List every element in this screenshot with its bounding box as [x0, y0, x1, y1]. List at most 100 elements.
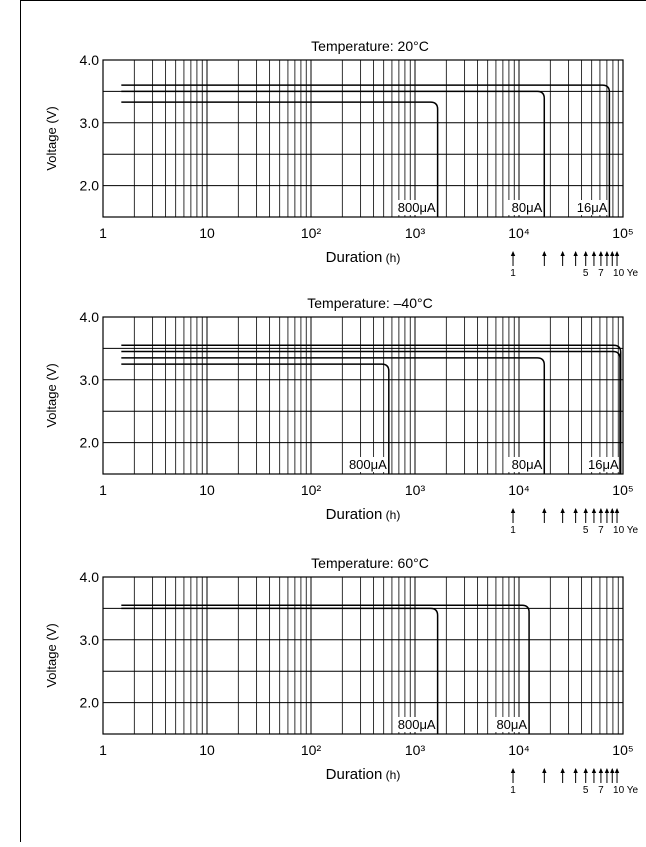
x-axis-label-unit: (h) [382, 251, 400, 265]
x-tick-label: 10³ [405, 482, 426, 498]
plot-frame [102, 59, 624, 218]
year-arrow-head [510, 768, 516, 773]
y-axis-label: Voltage (V) [44, 623, 59, 687]
chart-title: Temperature: –40°C [307, 295, 432, 311]
year-arrow-head [604, 768, 610, 773]
discharge-curve [121, 84, 611, 217]
year-arrow-head [583, 508, 588, 513]
year-arrow-head [591, 251, 597, 256]
x-axis-label: Duration (h) [326, 506, 401, 523]
discharge-curve [121, 90, 546, 217]
year-label: 10 Ye [613, 268, 638, 279]
x-tick-label: 1 [99, 742, 107, 758]
year-label: 1 [510, 525, 516, 536]
x-axis-label-text: Duration [326, 506, 383, 523]
curve-label: 80μA [512, 200, 543, 215]
year-label: 7 [598, 525, 604, 536]
curve-label: 800μA [398, 717, 436, 732]
x-tick-label: 10² [301, 225, 322, 241]
plot-frame [102, 316, 624, 475]
chart-title: Temperature: 20°C [311, 38, 429, 54]
year-arrow-head [583, 251, 588, 256]
y-tick-label: 2.0 [80, 178, 100, 194]
year-label: 1 [510, 785, 516, 796]
x-tick-label: 10² [301, 742, 322, 758]
curve-label: 80μA [512, 457, 543, 472]
discharge-curve [121, 363, 390, 474]
y-axis-label: Voltage (V) [44, 363, 59, 427]
year-arrow-head [604, 251, 610, 256]
year-label: 10 Ye [613, 785, 638, 796]
year-arrow-head [583, 768, 588, 773]
year-arrow-head [573, 508, 578, 513]
curve-label-bg [584, 457, 619, 472]
curve-label-bg [393, 200, 436, 215]
year-arrow-head [604, 508, 610, 513]
discharge-curve [121, 350, 621, 474]
x-tick-label: 10⁴ [508, 482, 530, 498]
year-label: 1 [510, 268, 516, 279]
chart-panel-2: Temperature: –40°C 4.0 3.0 2.0 Voltage (V) 1 1… [44, 295, 638, 536]
x-tick-label: 10³ [405, 225, 426, 241]
year-label: 5 [583, 268, 589, 279]
x-axis-label-unit: (h) [382, 508, 400, 522]
year-arrow-head [510, 251, 516, 256]
y-tick-label: 4.0 [80, 569, 100, 585]
x-axis-label-text: Duration [326, 249, 383, 266]
year-arrow-head [610, 251, 615, 256]
year-arrow-head [510, 508, 516, 513]
year-arrow-head [610, 508, 615, 513]
year-arrow-head [560, 508, 565, 513]
x-tick-label: 1 [99, 482, 107, 498]
y-tick-label: 3.0 [80, 632, 100, 648]
year-arrow-head [573, 768, 578, 773]
y-tick-label: 4.0 [80, 309, 100, 325]
year-label: 7 [598, 268, 604, 279]
chart-panel-1: Temperature: 20°C 4.0 3.0 2.0 Voltage (V) 1 10… [44, 38, 638, 279]
y-tick-label: 2.0 [80, 435, 100, 451]
x-axis-label: Duration (h) [326, 766, 401, 783]
year-arrow-head [598, 251, 604, 256]
discharge-curve [121, 607, 439, 734]
curve-label: 16μA [577, 200, 608, 215]
year-arrow-head [614, 251, 620, 256]
chart-panel-3: Temperature: 60°C 4.0 3.0 2.0 Voltage (V) 1 10… [44, 555, 638, 796]
y-tick-label: 2.0 [80, 695, 100, 711]
year-arrow-head [610, 768, 615, 773]
curve-label: 80μA [496, 717, 527, 732]
curve-label-bg [507, 457, 543, 472]
year-label: 5 [583, 525, 589, 536]
curve-label-bg [492, 717, 528, 732]
curve-label-bg [507, 200, 543, 215]
year-arrow-head [598, 768, 604, 773]
x-axis-label-text: Duration [326, 766, 383, 783]
x-tick-label: 10 [199, 742, 215, 758]
y-tick-label: 3.0 [80, 372, 100, 388]
chart-title: Temperature: 60°C [311, 555, 429, 571]
year-arrow-head [614, 508, 620, 513]
x-tick-label: 10 [199, 482, 215, 498]
plot-frame [102, 576, 624, 735]
x-tick-label: 10 [199, 225, 215, 241]
y-tick-label: 3.0 [80, 115, 100, 131]
year-arrow-head [542, 768, 547, 773]
y-tick-label: 4.0 [80, 52, 100, 68]
x-tick-label: 10⁴ [508, 742, 530, 758]
x-tick-label: 10⁵ [612, 225, 633, 241]
discharge-curve [121, 357, 546, 474]
year-arrow-head [598, 508, 604, 513]
x-tick-label: 10³ [405, 742, 426, 758]
curve-label: 800μA [398, 200, 436, 215]
year-arrow-head [614, 768, 620, 773]
year-arrow-head [591, 768, 597, 773]
year-label: 5 [583, 785, 589, 796]
x-axis-label-unit: (h) [382, 768, 400, 782]
x-tick-label: 10² [301, 482, 322, 498]
year-arrow-head [542, 508, 547, 513]
frame-left-border [20, 0, 21, 842]
x-tick-label: 10⁵ [612, 482, 633, 498]
curve-label-bg [573, 200, 608, 215]
curve-label-bg [393, 717, 436, 732]
